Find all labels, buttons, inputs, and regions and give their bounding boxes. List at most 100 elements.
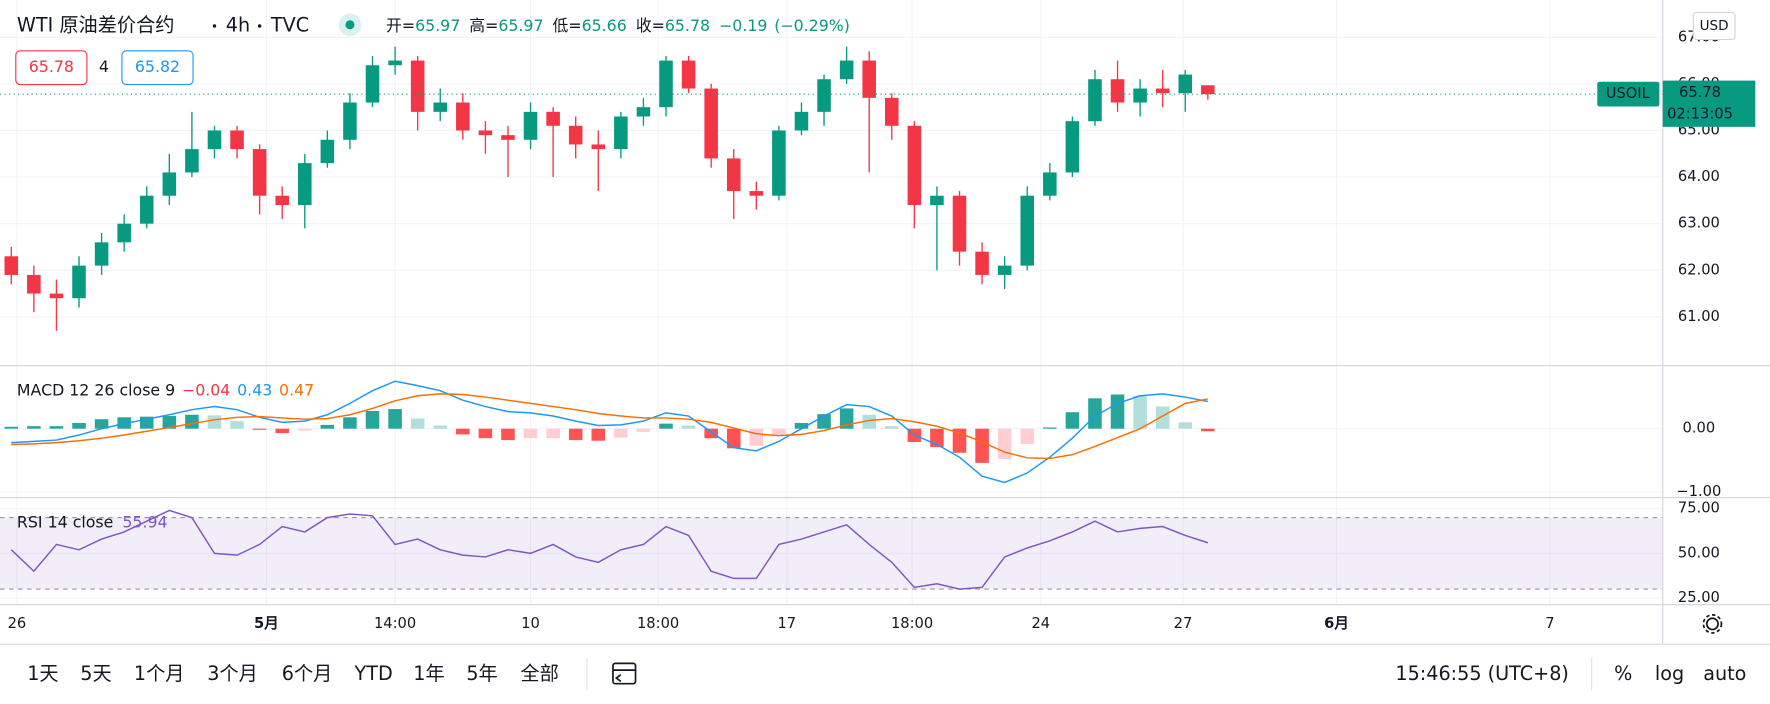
x-tick-label: 17 [777, 615, 796, 632]
spread: 4 [99, 57, 109, 76]
candle-body [568, 125, 583, 145]
histogram-bar [207, 415, 222, 429]
candle-body [862, 60, 876, 98]
histogram-bar [1043, 427, 1057, 429]
histogram-bar [975, 428, 989, 463]
candle-body [591, 144, 606, 150]
candle-body [817, 79, 831, 112]
symbol-tag: USOIL [1606, 85, 1651, 102]
settings-icon[interactable] [1702, 614, 1723, 634]
ohlc-value: 65.97 [498, 15, 543, 34]
candle-body [230, 130, 244, 150]
histogram-bar [185, 414, 199, 429]
y-tick-label: −1.00 [1676, 483, 1721, 500]
range-button[interactable]: 1个月 [134, 662, 185, 685]
y-tick-label: 63.00 [1678, 215, 1720, 232]
histogram-bar [997, 428, 1012, 460]
histogram-bar [1133, 395, 1147, 429]
histogram-bar [388, 409, 402, 429]
rsi-legend: RSI 14 close 55.94 [17, 512, 168, 531]
ohlc-label: 低= [553, 15, 582, 34]
indicator-title: RSI 14 close [17, 512, 113, 531]
candle-body [117, 223, 131, 243]
x-tick-label: 26 [8, 615, 27, 632]
change: −0.19 [719, 15, 767, 34]
histogram-bar [4, 426, 19, 429]
range-button[interactable]: 3个月 [207, 662, 258, 685]
candle-body [207, 130, 222, 150]
candle-body [27, 274, 41, 294]
date-range-icon[interactable] [612, 662, 637, 685]
histogram-bar [298, 428, 312, 431]
range-button[interactable]: 全部 [520, 662, 558, 685]
histogram-bar [456, 428, 470, 435]
scale-option[interactable]: log [1655, 662, 1684, 685]
ohlc-value: 65.97 [415, 15, 460, 34]
range-button[interactable]: 6个月 [282, 662, 333, 685]
candle-body [930, 195, 944, 206]
candle-body [478, 130, 493, 136]
clock: 15:46:55 (UTC+8) [1395, 662, 1568, 685]
ohlc-legend: 开=65.97 高=65.97 低=65.66 收=65.78 −0.19 (−0.29%… [386, 15, 850, 34]
ohlc-value: 65.66 [582, 15, 627, 34]
x-tick-label: 10 [521, 615, 540, 632]
x-tick-label: 18:00 [637, 615, 679, 632]
range-button[interactable]: 5年 [466, 662, 497, 685]
candle-body [433, 102, 448, 112]
x-tick-label: 24 [1031, 615, 1050, 632]
price-tag: 65.78 [1679, 84, 1721, 101]
histogram-bar [162, 416, 177, 429]
histogram-bar [365, 410, 380, 429]
currency: USD [1700, 18, 1729, 34]
candle-body [614, 116, 628, 150]
histogram-bar [659, 423, 673, 429]
currency-box [1692, 11, 1736, 41]
histogram-bar [320, 424, 335, 429]
candle-body [907, 125, 922, 206]
candle-body [546, 111, 560, 126]
histogram-bar [726, 428, 741, 449]
histogram-bar [546, 428, 560, 439]
candle-body [162, 172, 177, 196]
histogram-bar [749, 428, 764, 446]
scale-option[interactable]: auto [1703, 662, 1746, 685]
histogram-bar [885, 426, 899, 429]
candle-body [1043, 172, 1057, 196]
x-tick-label: 27 [1174, 615, 1193, 632]
y-tick-label: 0.00 [1683, 420, 1716, 437]
range-button[interactable]: 5天 [80, 662, 111, 685]
ohlc-label: 高= [469, 15, 498, 34]
candle-body [4, 256, 19, 275]
legend-value: −0.04 [182, 380, 230, 399]
candle-body [72, 265, 86, 299]
candle-body [1020, 195, 1035, 266]
histogram-bar [614, 428, 628, 438]
macd-line [11, 393, 1208, 460]
histogram-bar [704, 428, 718, 439]
range-button[interactable]: YTD [354, 662, 393, 685]
candle-body [343, 102, 357, 140]
range-button[interactable]: 1年 [413, 662, 444, 685]
candle-body [501, 135, 515, 140]
candle-body [388, 60, 402, 66]
candle-body [704, 88, 718, 159]
candle-body [1088, 79, 1102, 122]
histogram-bar [1020, 428, 1035, 444]
scale-option[interactable]: % [1614, 662, 1632, 685]
rsi-line [10, 509, 1209, 590]
candle-body [636, 107, 651, 117]
histogram-bar [636, 428, 651, 432]
y-tick-label: 61.00 [1678, 308, 1720, 325]
range-button[interactable]: 1天 [27, 662, 58, 685]
candle-body [1110, 79, 1125, 103]
ask-box [121, 50, 194, 86]
candle-body [794, 111, 809, 131]
histogram-bar [478, 428, 493, 439]
symbol: WTI 原油差价合约 [17, 13, 174, 36]
candle-body [1065, 121, 1080, 173]
candle-body [456, 102, 470, 131]
histogram-bar [230, 421, 244, 429]
ohlc-label: 收= [636, 15, 665, 34]
candle-body [749, 191, 764, 196]
